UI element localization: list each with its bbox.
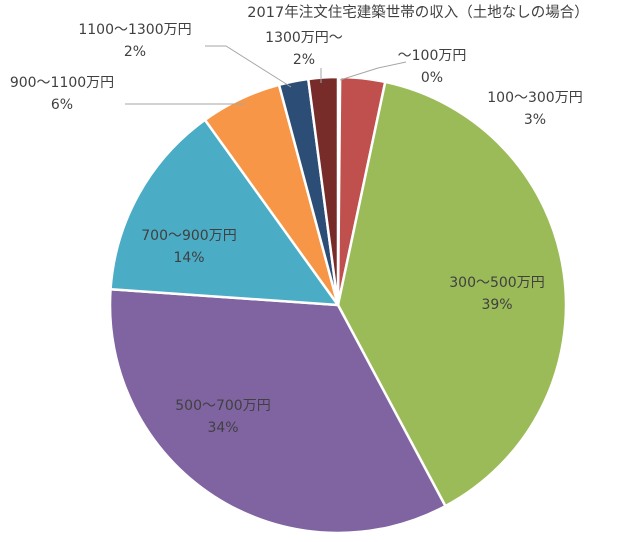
data-labels: ～100万円 0% 100～300万円 3% 300～500万円 39% 500～700万円… (10, 22, 583, 436)
pie-slice-7 (307, 75, 340, 307)
category-label-2: 300～500万円 (449, 275, 544, 291)
leader-lines (125, 45, 407, 105)
percent-label-4: 14% (173, 250, 204, 266)
category-label-1: 100～300万円 (487, 90, 582, 106)
percent-label-0: 0% (421, 70, 443, 86)
percent-label-6: 2% (124, 44, 146, 60)
category-label-6: 1100～1300万円 (78, 22, 191, 38)
percent-label-5: 6% (51, 97, 73, 113)
leader-line-6 (205, 45, 292, 88)
pie-slice-4 (109, 118, 340, 307)
category-label-4: 700～900万円 (141, 228, 236, 244)
percent-label-7: 2% (293, 52, 315, 68)
category-label-3: 500～700万円 (175, 398, 270, 414)
pie-slice-2 (336, 80, 568, 508)
pie-slice-3 (108, 287, 447, 535)
pie-slices (108, 75, 568, 535)
leader-line-0 (339, 61, 407, 81)
category-label-0: ～100万円 (398, 48, 467, 64)
chart-title: 2017年注文住宅建築世帯の収入（土地なしの場合） (247, 3, 588, 21)
category-label-7: 1300万円～ (265, 30, 343, 46)
percent-label-1: 3% (524, 112, 546, 128)
percent-label-2: 39% (481, 297, 512, 313)
category-label-5: 900～1100万円 (10, 75, 114, 91)
percent-label-3: 34% (207, 420, 238, 436)
